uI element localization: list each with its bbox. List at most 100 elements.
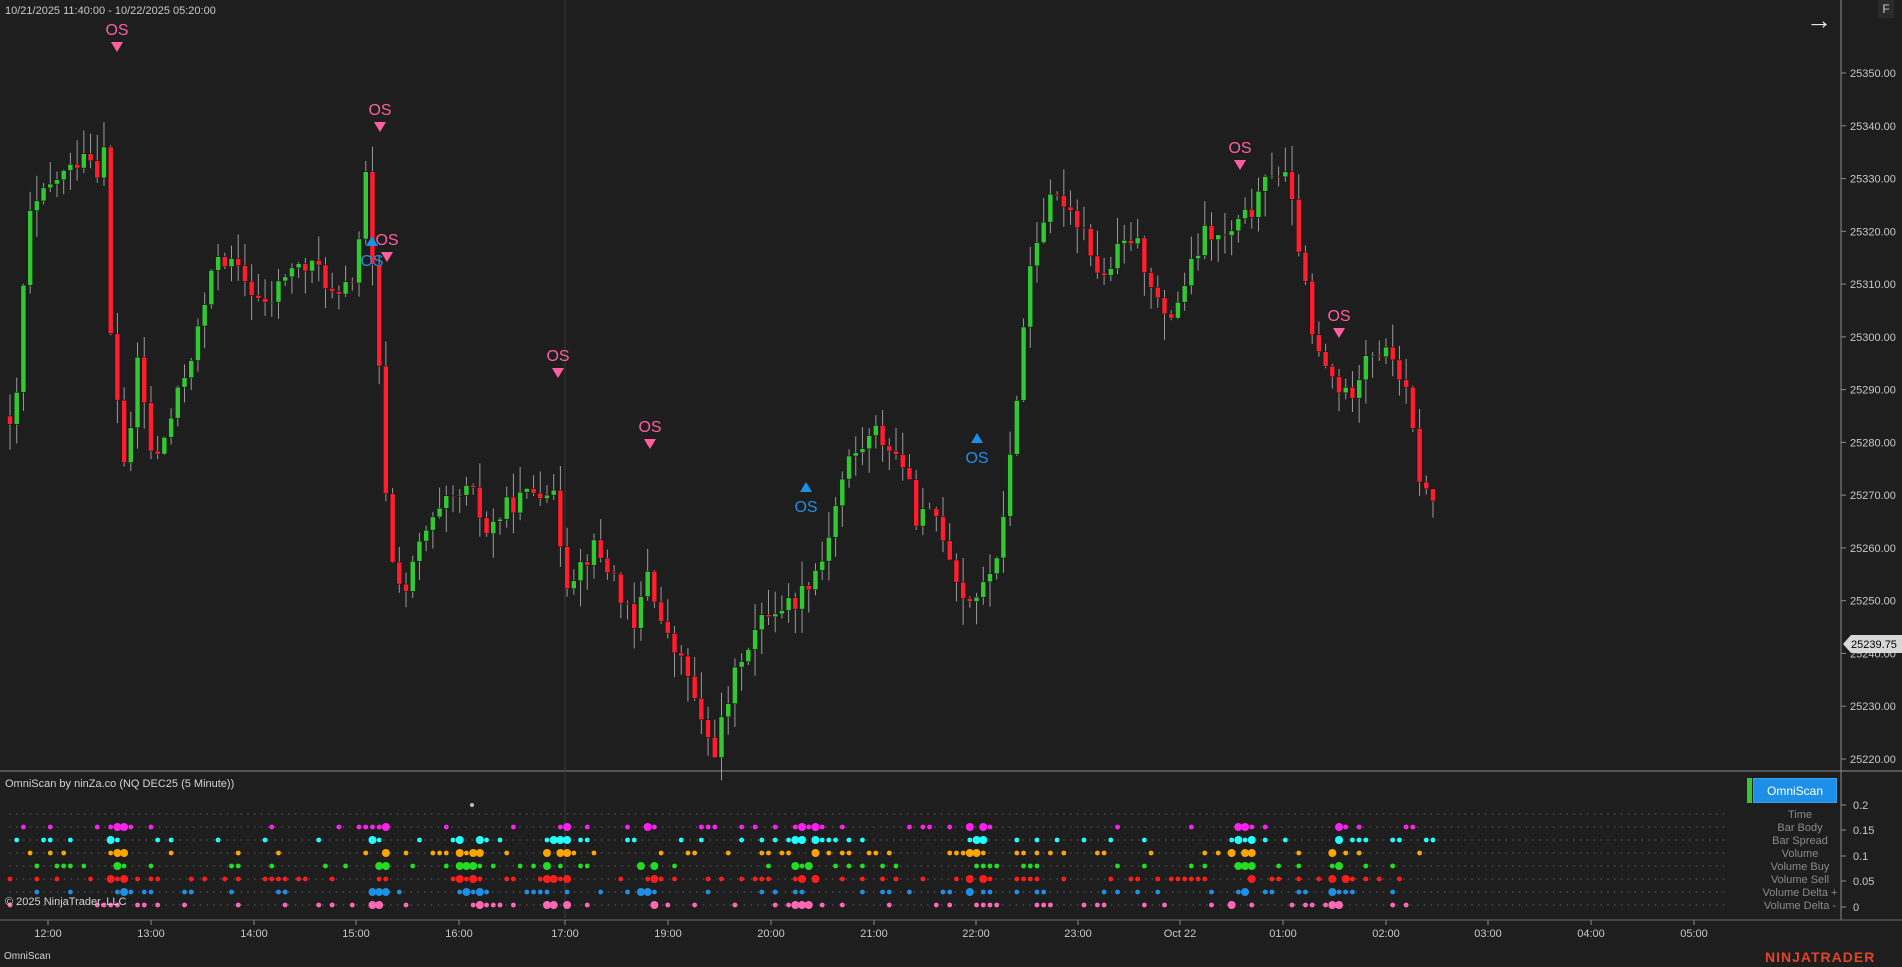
indicator-dot bbox=[1335, 901, 1344, 909]
grid-dot bbox=[369, 878, 372, 880]
grid-dot bbox=[1348, 865, 1351, 867]
candle-body-up bbox=[416, 540, 423, 562]
grid-dot bbox=[566, 813, 569, 815]
indicator-dot bbox=[987, 889, 993, 895]
indicator-dot bbox=[1209, 889, 1214, 895]
indicator-dot bbox=[880, 863, 885, 869]
candle-body-up bbox=[161, 437, 168, 455]
indicator-row-label: Volume Delta - bbox=[1764, 900, 1836, 912]
grid-dot bbox=[519, 878, 521, 880]
grid-dot bbox=[668, 826, 671, 828]
grid-dot bbox=[1124, 891, 1127, 893]
grid-dot bbox=[825, 826, 827, 828]
grid-dot bbox=[253, 878, 256, 880]
candle-body-up bbox=[1215, 234, 1221, 241]
grid-dot bbox=[1654, 826, 1657, 828]
indicator-dot bbox=[1328, 875, 1337, 883]
candle bbox=[1410, 385, 1416, 432]
candle-body-down bbox=[953, 559, 960, 583]
grid-dot bbox=[1131, 865, 1133, 867]
grid-dot bbox=[770, 865, 773, 867]
indicator-dot bbox=[282, 876, 288, 882]
indicator-dot bbox=[316, 902, 322, 908]
grid-dot bbox=[376, 813, 379, 815]
grid-dot bbox=[770, 904, 773, 906]
grid-dot bbox=[1607, 813, 1609, 815]
grid-dot bbox=[1566, 839, 1569, 841]
grid-dot bbox=[1341, 891, 1344, 893]
grid-dot bbox=[1219, 878, 1222, 880]
indicator-dot bbox=[269, 876, 275, 882]
grid-dot bbox=[151, 839, 154, 841]
omniscan-button[interactable]: OmniScan bbox=[1753, 778, 1837, 803]
grid-dot bbox=[750, 852, 753, 854]
grid-dot bbox=[1008, 904, 1011, 906]
candle bbox=[1148, 267, 1154, 309]
grid-dot bbox=[1532, 839, 1535, 841]
indicator-dot bbox=[381, 849, 390, 857]
grid-dot bbox=[267, 852, 270, 854]
grid-dot bbox=[335, 813, 338, 815]
grid-dot bbox=[763, 865, 766, 867]
indicator-dot bbox=[806, 824, 812, 830]
indicator-dot bbox=[1247, 836, 1256, 844]
grid-dot bbox=[83, 826, 86, 828]
grid-dot bbox=[940, 826, 943, 828]
grid-dot bbox=[267, 865, 270, 867]
grid-dot bbox=[49, 891, 52, 893]
indicator-dot bbox=[108, 850, 114, 856]
indicator-dot bbox=[1335, 836, 1344, 844]
f-tab[interactable]: F bbox=[1878, 0, 1894, 18]
grid-dot bbox=[1505, 813, 1507, 815]
grid-dot bbox=[1505, 852, 1507, 854]
omniscan-tab[interactable]: OmniScan bbox=[4, 951, 51, 962]
grid-dot bbox=[274, 891, 277, 893]
grid-dot bbox=[1681, 852, 1684, 854]
grid-dot bbox=[389, 865, 392, 867]
last-price-label: 25239.75 bbox=[1851, 639, 1897, 651]
candle bbox=[430, 511, 436, 549]
grid-dot bbox=[845, 904, 848, 906]
grid-dot bbox=[716, 865, 719, 867]
grid-dot bbox=[1620, 826, 1623, 828]
grid-dot bbox=[233, 813, 236, 815]
grid-dot bbox=[940, 813, 943, 815]
indicator-dot bbox=[1234, 862, 1243, 870]
indicator-dot bbox=[1034, 850, 1040, 856]
candle bbox=[289, 263, 295, 294]
candle bbox=[255, 273, 262, 302]
indicator-dot bbox=[786, 850, 792, 856]
grid-dot bbox=[1226, 839, 1229, 841]
candle bbox=[671, 626, 678, 678]
grid-dot bbox=[1505, 878, 1507, 880]
grid-dot bbox=[593, 839, 596, 841]
grid-dot bbox=[600, 826, 603, 828]
grid-dot bbox=[1205, 891, 1208, 893]
grid-dot bbox=[1280, 813, 1283, 815]
grid-dot bbox=[1641, 813, 1643, 815]
grid-dot bbox=[1613, 878, 1616, 880]
grid-dot bbox=[491, 878, 494, 880]
candle-body-down bbox=[537, 492, 544, 499]
grid-dot bbox=[729, 878, 732, 880]
grid-dot bbox=[627, 878, 630, 880]
grid-dot bbox=[43, 852, 45, 854]
grid-dot bbox=[1301, 891, 1303, 893]
grid-dot bbox=[1321, 878, 1324, 880]
indicator-dot bbox=[927, 824, 932, 830]
indicator-dot bbox=[893, 876, 899, 882]
grid-dot bbox=[1103, 839, 1106, 841]
candle bbox=[148, 386, 154, 460]
grid-dot bbox=[369, 813, 372, 815]
indicator-dot bbox=[1209, 902, 1214, 908]
grid-dot bbox=[1307, 852, 1310, 854]
candle bbox=[208, 268, 215, 309]
grid-dot bbox=[1355, 891, 1358, 893]
grid-dot bbox=[1607, 826, 1609, 828]
grid-dot bbox=[1573, 865, 1575, 867]
right-arrow-icon[interactable]: → bbox=[1806, 5, 1832, 35]
grid-dot bbox=[29, 891, 32, 893]
grid-dot bbox=[1117, 813, 1120, 815]
grid-dot bbox=[1178, 891, 1181, 893]
